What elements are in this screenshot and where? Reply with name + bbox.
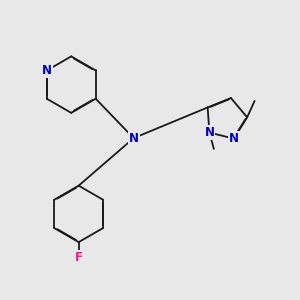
Text: F: F [75, 251, 83, 264]
Text: N: N [129, 132, 139, 145]
Text: N: N [229, 132, 239, 145]
Text: N: N [42, 64, 52, 77]
Text: N: N [204, 126, 214, 139]
